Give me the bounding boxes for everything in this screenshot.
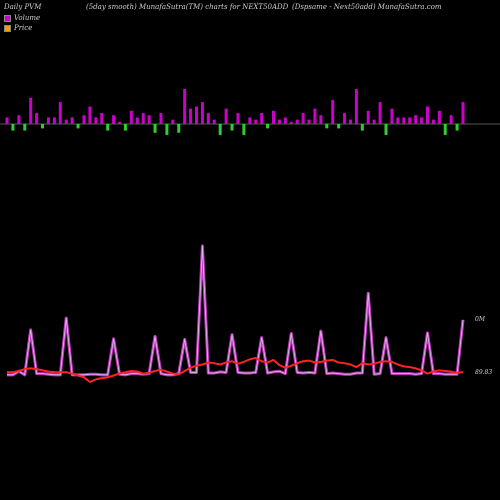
volume-bar — [277, 119, 281, 125]
volume-bar — [112, 115, 116, 124]
volume-bar — [360, 124, 364, 131]
legend-price-label: Price — [14, 24, 33, 32]
volume-bar — [242, 124, 246, 135]
volume-bar — [348, 119, 352, 125]
volume-bar — [443, 124, 447, 135]
volume-bar — [123, 124, 127, 131]
volume-bar — [106, 124, 110, 131]
volume-bar — [301, 113, 305, 124]
volume-bar — [431, 119, 435, 125]
chart-header-left: Daily PVM — [4, 3, 42, 11]
volume-bar — [35, 113, 39, 124]
volume-bar — [319, 115, 323, 124]
volume-bar — [295, 119, 299, 125]
volume-bar — [248, 117, 252, 124]
volume-bar — [455, 124, 459, 131]
volume-bar — [76, 124, 80, 129]
volume-bar — [70, 117, 74, 124]
volume-bar — [230, 124, 234, 131]
volume-bar — [437, 110, 441, 125]
price-axis-tick: 89.83 — [475, 369, 493, 376]
volume-bar — [5, 117, 9, 124]
volume-bar — [206, 113, 210, 124]
volume-bar — [325, 124, 329, 129]
chart-title: (5day smooth) MunafaSutra(TM) charts for… — [86, 3, 289, 11]
volume-bar — [254, 119, 258, 125]
volume-bar — [396, 117, 400, 124]
volume-bar — [153, 124, 157, 133]
chart-header-right: (Dspsame - Next50add) MunafaSutra.com — [292, 3, 442, 11]
volume-bar — [11, 124, 15, 131]
volume-bar — [64, 119, 68, 125]
volume-bar — [266, 124, 270, 129]
volume-bar — [58, 102, 62, 125]
volume-bar — [189, 108, 193, 124]
volume-bar — [378, 102, 382, 125]
volume-bar — [366, 110, 370, 125]
legend-volume-swatch — [4, 14, 11, 22]
price-line — [6, 357, 464, 383]
volume-bar — [82, 115, 86, 124]
volume-bar — [171, 119, 175, 125]
volume-bar — [94, 117, 98, 124]
volume-bar — [307, 119, 311, 125]
volume-bar — [17, 115, 21, 124]
volume-bar — [118, 121, 122, 124]
volume-bar — [236, 113, 240, 124]
legend-volume: Volume — [4, 14, 40, 22]
volume-bar — [331, 99, 335, 124]
volume-bar — [183, 89, 187, 124]
volume-bar — [141, 113, 145, 124]
volume-bar — [23, 124, 27, 131]
volume-bar — [52, 117, 56, 124]
volume-bar — [402, 117, 406, 124]
volume-bar — [212, 119, 216, 125]
legend-volume-label: Volume — [14, 14, 41, 22]
volume-bar — [414, 115, 418, 124]
volume-bar — [218, 124, 222, 135]
volume-bar — [408, 117, 412, 124]
volume-bar — [343, 113, 347, 124]
volume-bar — [88, 106, 92, 124]
volume-bar — [313, 108, 317, 124]
volume-bar — [260, 113, 264, 124]
volume-bar — [354, 89, 358, 124]
volume-bar — [46, 117, 50, 124]
volume-bar — [384, 124, 388, 135]
volume-bar — [100, 113, 104, 124]
volume-bar — [283, 117, 287, 124]
volume-bar — [41, 124, 45, 129]
volume-bar — [425, 106, 429, 124]
legend-price-swatch — [4, 24, 11, 32]
volume-bar — [449, 115, 453, 124]
volume-bar — [147, 115, 151, 124]
volume-bar — [135, 117, 139, 124]
volume-bar — [337, 124, 341, 129]
volume-bar — [177, 124, 181, 133]
volume-bar — [200, 102, 204, 125]
volume-line-inner — [7, 245, 464, 376]
volume-bar — [420, 117, 424, 124]
volume-bar — [271, 110, 275, 125]
volume-bar — [195, 106, 199, 124]
volume-bar — [289, 121, 293, 124]
volume-bar — [461, 102, 465, 125]
volume-axis-tick: 0M — [475, 316, 485, 323]
legend-price: Price — [4, 24, 32, 32]
volume-bar — [29, 97, 33, 124]
volume-bar — [165, 124, 169, 135]
volume-bar — [129, 110, 133, 125]
volume-bar — [390, 108, 394, 124]
volume-bar — [372, 119, 376, 125]
volume-bar — [224, 108, 228, 124]
volume-bar — [159, 113, 163, 124]
